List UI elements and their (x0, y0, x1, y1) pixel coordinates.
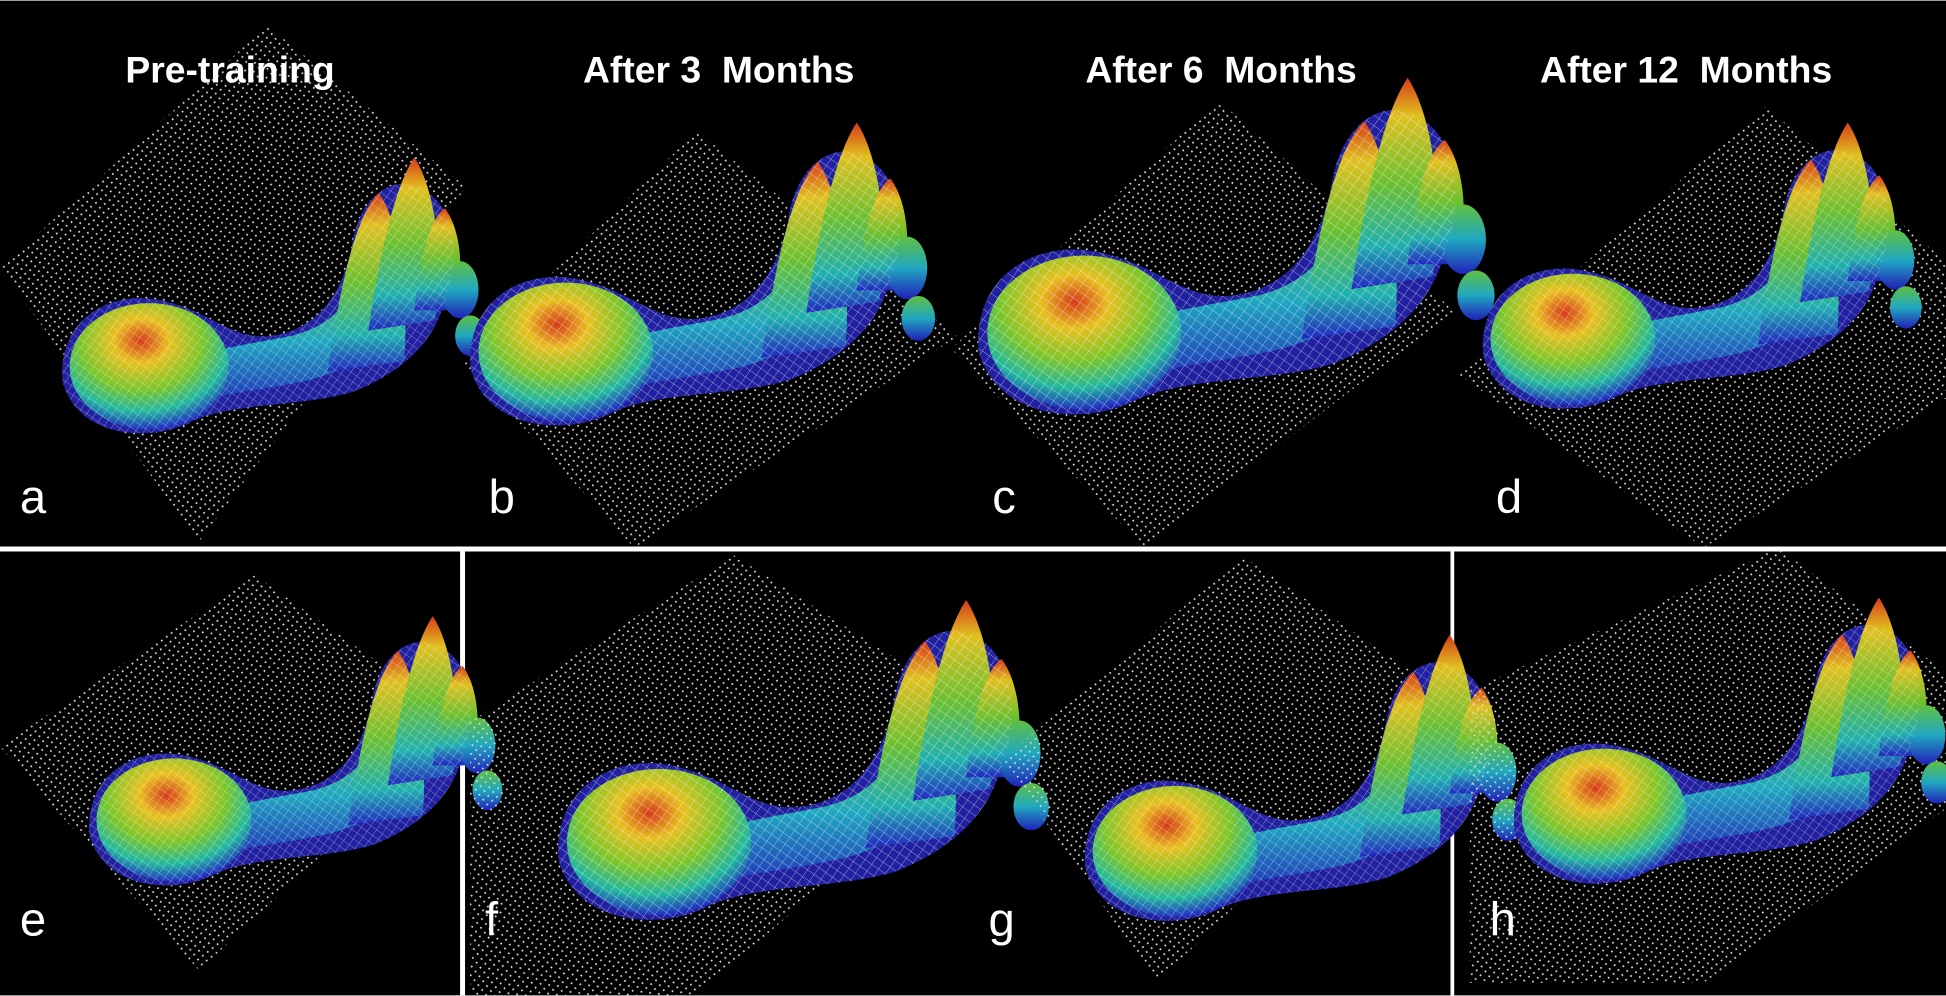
panel-label: b (489, 471, 515, 524)
column-title: After 3 Months (583, 49, 854, 91)
panels (0, 25, 1946, 996)
panel-label: e (20, 894, 46, 947)
panel-label: h (1490, 894, 1516, 947)
panel-label: c (992, 471, 1016, 524)
column-title: Pre-training (125, 49, 334, 91)
column-title: After 6 Months (1085, 49, 1356, 91)
pressure-plot (1002, 556, 1524, 983)
pressure-plot (0, 25, 486, 542)
panel-label: f (485, 894, 499, 947)
pressure-plot (1469, 547, 1946, 983)
panel-label: d (1496, 471, 1522, 524)
texts: a b c d e f g h Pre-training After 3 Months After … (20, 49, 1832, 947)
pressure-plot (1457, 106, 1946, 548)
pressure-plot (951, 77, 1495, 548)
pressure-plot (462, 122, 958, 548)
pressure-plot (0, 575, 503, 971)
panel-label: a (20, 471, 47, 524)
pressure-plot (470, 555, 1049, 996)
column-title: After 12 Months (1540, 49, 1832, 91)
panel-label: g (989, 894, 1015, 947)
